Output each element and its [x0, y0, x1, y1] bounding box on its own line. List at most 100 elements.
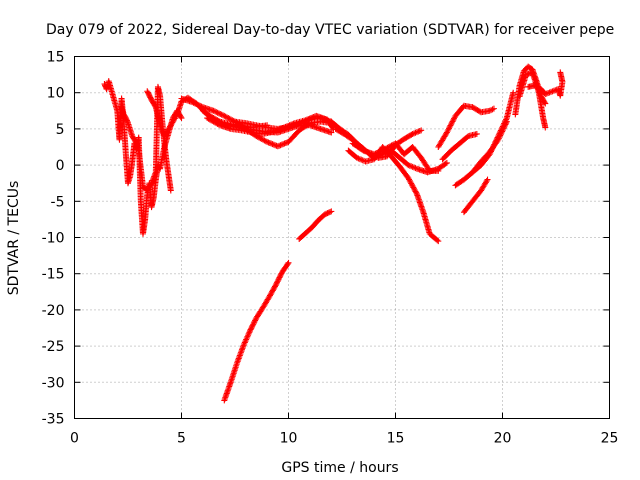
data-point [252, 317, 259, 324]
data-point [545, 90, 552, 97]
y-tick-label: 15 [47, 50, 65, 66]
data-point [328, 129, 335, 136]
data-point [214, 109, 221, 116]
data-point [152, 102, 159, 109]
data-point [443, 159, 450, 166]
data-point [243, 335, 250, 342]
data-point [531, 82, 538, 89]
data-point [269, 288, 276, 295]
data-point [406, 162, 413, 169]
data-point [372, 150, 379, 157]
data-point [385, 144, 392, 150]
y-tick-label: -5 [51, 194, 65, 210]
data-point [442, 160, 449, 167]
data-point [271, 283, 278, 290]
data-point [221, 112, 228, 119]
data-point [495, 135, 502, 142]
data-point [496, 133, 503, 140]
series-arc-afternoon-c [345, 144, 442, 245]
data-point [407, 179, 414, 186]
data-point [273, 280, 280, 287]
data-point [177, 113, 184, 120]
data-point [445, 126, 452, 133]
data-point [418, 127, 425, 134]
data-point [132, 139, 139, 146]
data-point [411, 187, 418, 194]
data-point [215, 110, 222, 117]
data-point [250, 320, 257, 327]
x-tick-label: 20 [494, 431, 512, 447]
x-tick-label: 0 [70, 431, 79, 447]
series-arc-evening-d [460, 176, 491, 216]
data-point [484, 176, 491, 183]
chart-title: Day 079 of 2022, Sidereal Day-to-day VTE… [46, 22, 614, 38]
data-point [248, 325, 255, 332]
data-point [412, 165, 419, 172]
data-point [325, 209, 332, 216]
data-point [252, 316, 259, 323]
data-point [447, 122, 454, 129]
data-point [213, 109, 220, 116]
data-point [208, 117, 215, 124]
data-point [388, 142, 395, 149]
data-point [376, 148, 383, 155]
data-point [266, 292, 273, 299]
series-arc-early-b [118, 83, 174, 194]
data-point [277, 273, 284, 280]
data-point [495, 136, 502, 143]
data-point [324, 210, 331, 217]
data-point [277, 271, 284, 278]
data-point [260, 136, 267, 143]
data-point [497, 131, 504, 138]
data-point [284, 261, 291, 268]
data-point [412, 188, 419, 195]
series-arc-night-c [525, 69, 566, 99]
y-tick-label: -10 [42, 231, 65, 247]
data-point [532, 83, 539, 90]
data-point [450, 117, 457, 124]
data-point [147, 181, 154, 188]
data-point [197, 102, 204, 109]
data-point [548, 88, 555, 95]
data-point [443, 129, 450, 136]
data-point [269, 287, 276, 294]
data-point [502, 121, 509, 128]
data-point [275, 277, 282, 284]
series-arc-early [101, 78, 185, 237]
data-point [450, 115, 457, 122]
data-point [359, 157, 366, 164]
data-point [226, 115, 233, 122]
data-point [247, 326, 254, 333]
data-point [546, 89, 553, 96]
data-point [241, 339, 248, 346]
data-point [211, 119, 218, 126]
data-point [499, 128, 506, 135]
series-arc-evening-e [469, 118, 510, 176]
data-point [285, 259, 292, 266]
data-point [244, 333, 251, 340]
data-point [379, 147, 386, 154]
data-point [246, 329, 253, 336]
data-point [245, 330, 252, 337]
data-point [406, 177, 413, 184]
data-point [190, 99, 197, 106]
data-point [448, 121, 455, 128]
y-tick-label: -25 [42, 339, 65, 355]
data-point [411, 130, 418, 137]
x-tick-label: 10 [280, 431, 298, 447]
data-point [249, 322, 256, 329]
data-point [173, 112, 180, 119]
y-tick-label: -35 [42, 412, 65, 428]
data-point [489, 106, 496, 113]
axis-ticks: 0 5 10 15 20 25 15 10 5 0 -5 -10 -15 -20 -25 -30 -35 [42, 50, 619, 447]
data-point [444, 128, 451, 135]
data-point [381, 146, 388, 153]
data-point [217, 110, 224, 117]
data-point [503, 120, 510, 127]
data-point [358, 156, 365, 163]
data-point [195, 102, 202, 109]
data-point [328, 208, 335, 215]
data-point [541, 99, 548, 106]
y-tick-label: -20 [42, 303, 65, 319]
data-point [542, 124, 549, 131]
